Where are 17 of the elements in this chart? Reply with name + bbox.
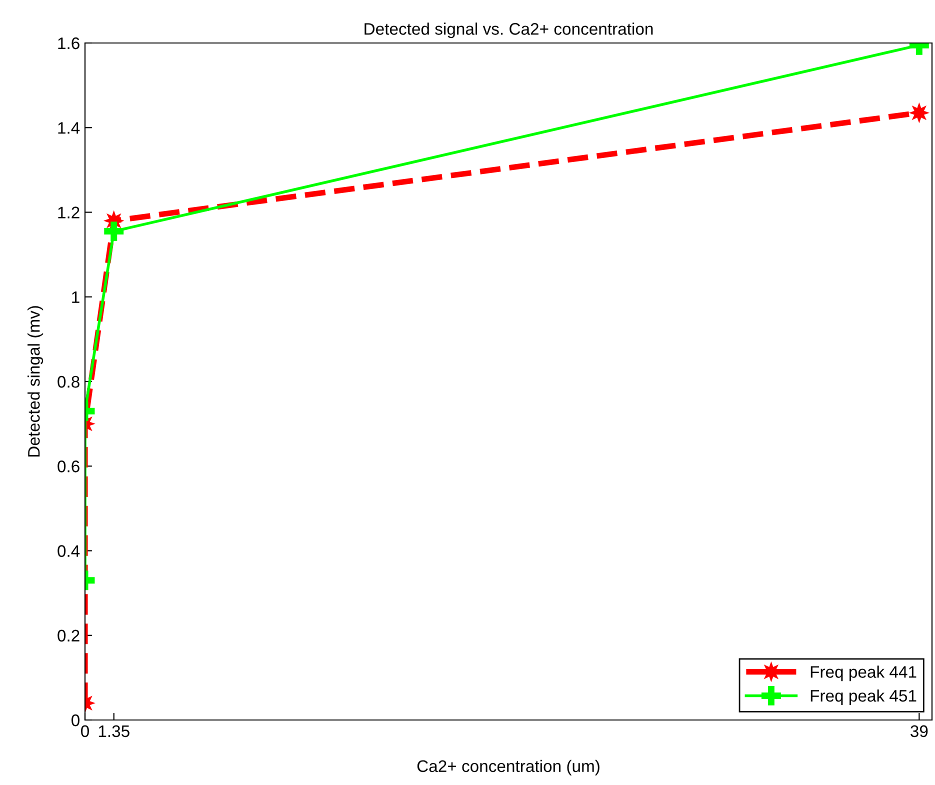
x-tick-label: 0 (81, 725, 89, 738)
y-tick-label: 1 (72, 291, 80, 303)
y-tick-label: 0.8 (58, 376, 80, 388)
y-tick-label: 0.6 (58, 460, 80, 472)
x-axis-title: Ca2+ concentration (um) (417, 760, 600, 776)
y-tick-label: 1.6 (58, 37, 80, 50)
y-axis-title: Detected singal (mv) (28, 306, 44, 457)
y-tick-label: 0 (72, 714, 80, 726)
y-tick-label: 0.4 (58, 545, 80, 557)
x-tick-label: 1.35 (98, 725, 130, 738)
y-tick-label: 1.4 (58, 122, 80, 134)
legend-label: Freq peak 441 (810, 666, 916, 682)
y-tick-label: 1.2 (58, 206, 80, 218)
y-tick-label: 0.2 (58, 630, 80, 642)
chart-title: Detected signal vs. Ca2+ concentration (364, 22, 653, 38)
legend-label: Freq peak 451 (810, 689, 916, 705)
x-tick-label: 39 (910, 725, 928, 738)
